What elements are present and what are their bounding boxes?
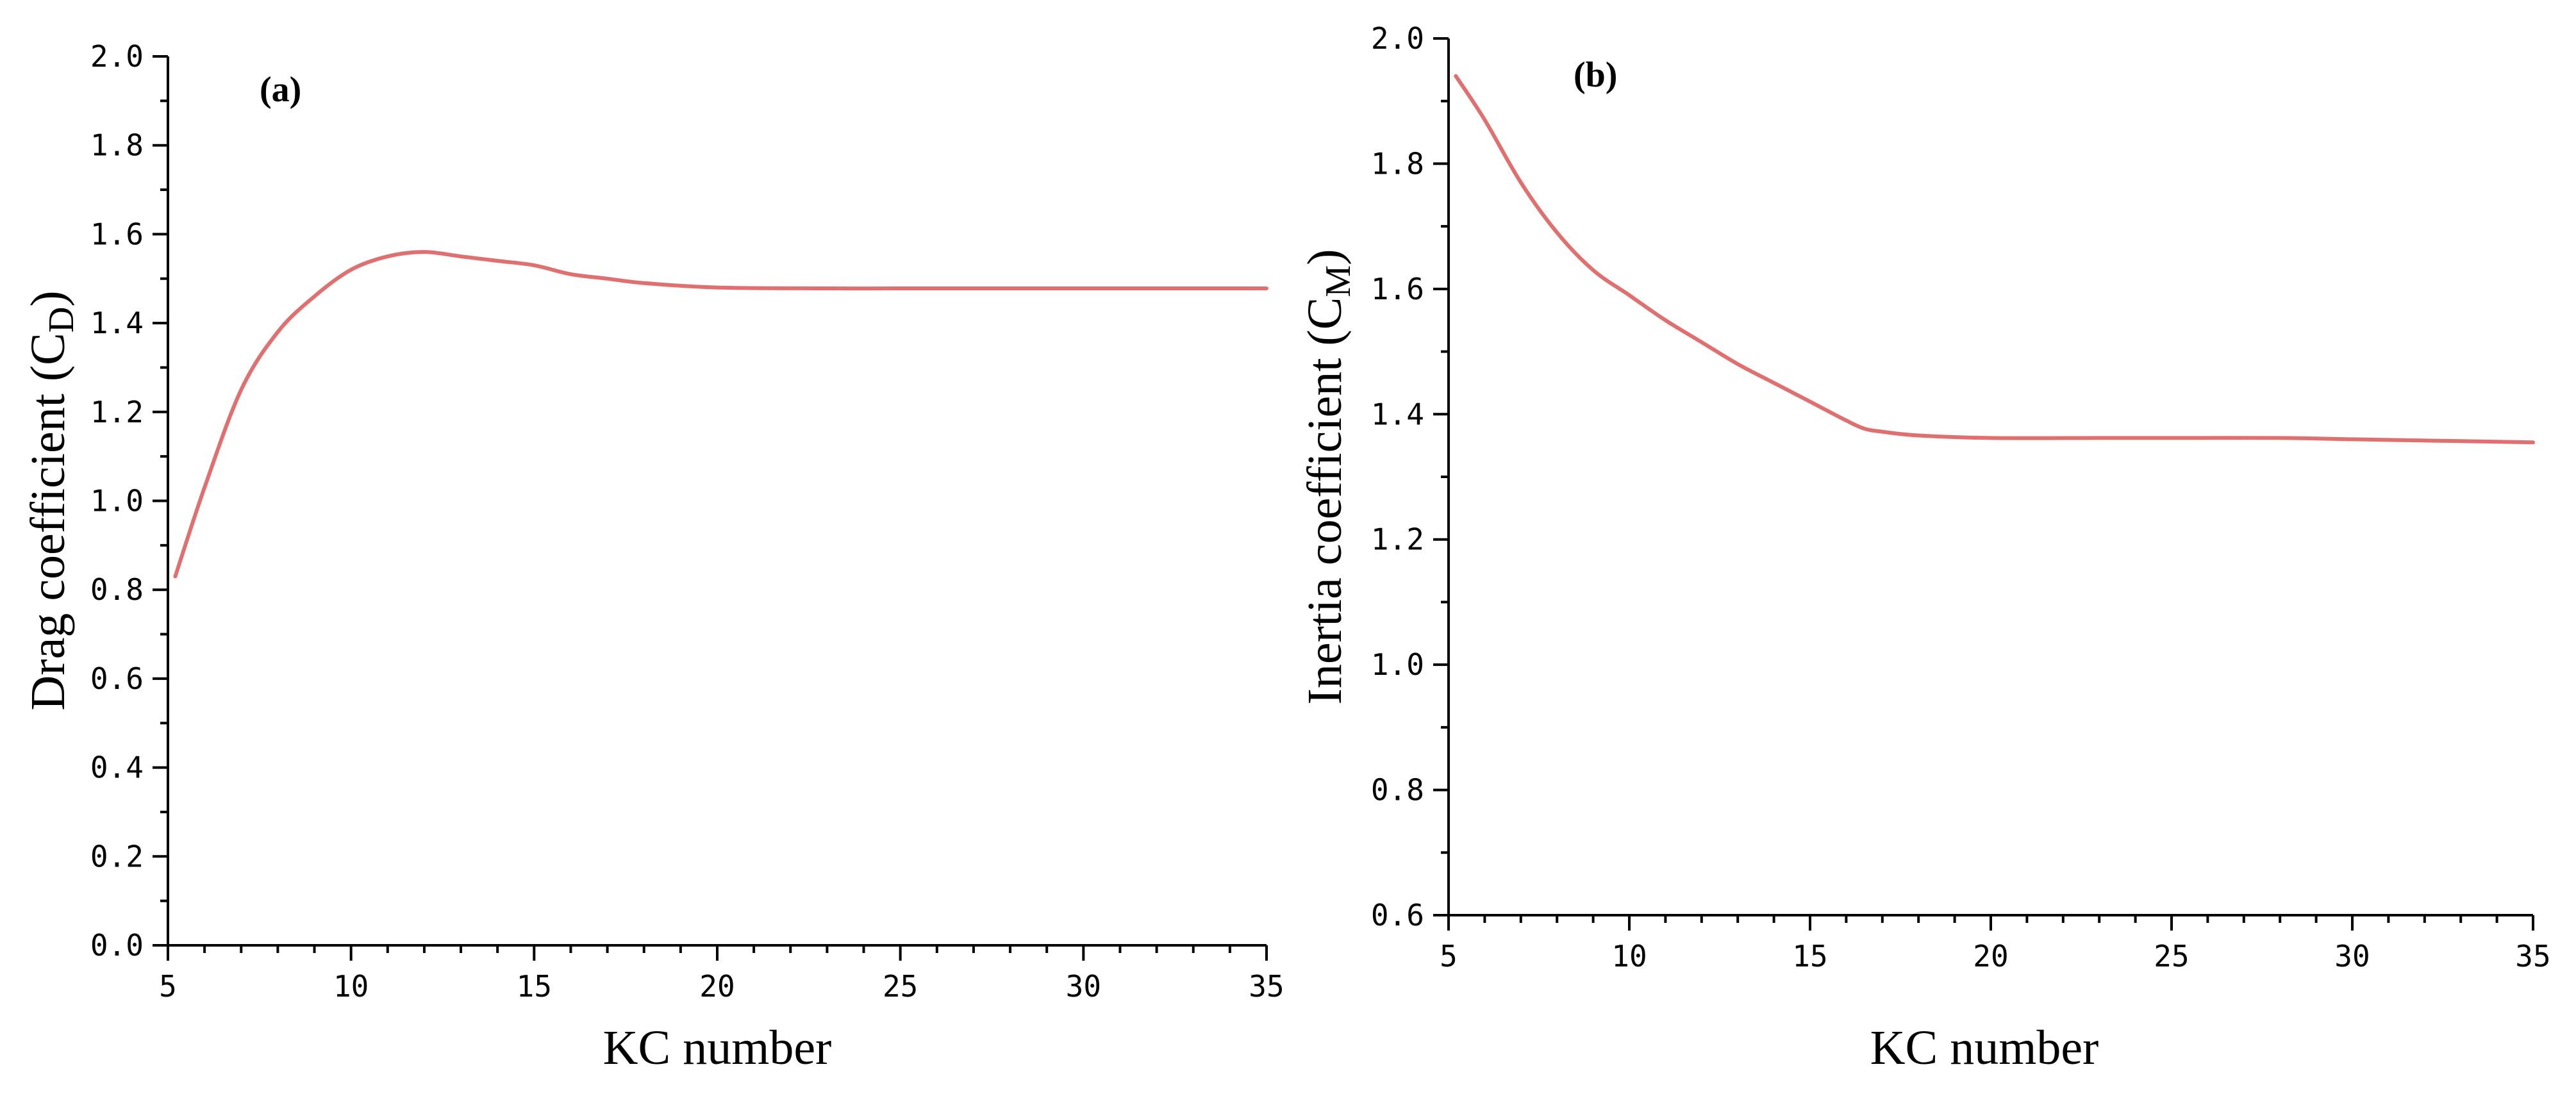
panel-a-drag-curve — [173, 250, 1268, 579]
panel-b-xtick-label: 25 — [2154, 939, 2189, 974]
panel-a-label: (a) — [260, 70, 301, 110]
panel-b-ytick-label: 0.6 — [1371, 898, 1424, 932]
panel-b-label: (b) — [1574, 55, 1617, 95]
panel-a-ytick-label: 0.6 — [90, 661, 144, 696]
panel-b-ylabel-close: ) — [1298, 249, 1352, 265]
panel-a: (a) 5 10 15 20 25 30 35 0.0 0.2 0.4 0.6 0.8 1.0 1.2 1.… — [21, 39, 1284, 1075]
panel-a-ytick-label: 0.0 — [90, 928, 144, 963]
panel-b-ytick-label: 1.0 — [1371, 647, 1424, 682]
panel-b-ytick-label: 1.2 — [1371, 522, 1424, 557]
panel-a-ylabel-sub: D — [42, 307, 81, 333]
panel-a-ytick-label: 0.4 — [90, 750, 144, 785]
panel-b-inertia-curve — [1454, 74, 2535, 445]
panel-b-xtick-label: 35 — [2515, 939, 2550, 974]
panel-a-axes — [167, 56, 1267, 947]
panel-b-ytick-label: 1.4 — [1371, 397, 1424, 431]
panel-a-xtick-label: 15 — [517, 969, 552, 1004]
panel-a-ytick-label: 1.4 — [90, 306, 144, 340]
panel-b-xtick-label: 30 — [2334, 939, 2370, 974]
panel-a-ytick-label: 1.0 — [90, 484, 144, 518]
panel-b: (b) 5 10 15 20 25 30 35 0.6 0.8 1.0 1.2 1.4 1.6 1.8 2.… — [1298, 21, 2551, 1075]
panel-b-ytick-label: 1.6 — [1371, 272, 1424, 306]
panel-b-xtick-label: 15 — [1792, 939, 1827, 974]
panel-a-ytick-label: 0.8 — [90, 572, 144, 607]
panel-b-ticks: 5 10 15 20 25 30 35 0.6 0.8 1.0 1.2 1.4 1.6 1.8 2.0 — [1371, 21, 2551, 974]
panel-b-ylabel-sub: M — [1318, 265, 1358, 297]
panel-a-xtick-label: 30 — [1066, 969, 1101, 1004]
panel-b-axes — [1447, 38, 2533, 916]
panel-a-xtick-label: 5 — [159, 969, 177, 1004]
panel-a-xtick-label: 35 — [1249, 969, 1284, 1004]
panel-a-ticks: 5 10 15 20 25 30 35 0.0 0.2 0.4 0.6 0.8 1.0 1.2 1.4 1.6… — [90, 39, 1284, 1004]
panel-a-ytick-label: 1.8 — [90, 128, 144, 163]
panel-b-xtick-label: 5 — [1440, 939, 1458, 974]
panel-b-ylabel: Inertia coefficient (CM) — [1298, 249, 1358, 705]
panel-b-xtick-label: 20 — [1973, 939, 2008, 974]
panel-a-ylabel-main: Drag coefficient (C — [21, 333, 75, 710]
panel-a-ytick-label: 2.0 — [90, 39, 144, 74]
panel-a-ytick-label: 0.2 — [90, 839, 144, 874]
panel-a-ylabel: Drag coefficient (CD) — [21, 290, 81, 710]
panel-a-ylabel-close: ) — [21, 290, 75, 306]
panel-b-ylabel-main: Inertia coefficient (C — [1298, 297, 1352, 705]
panel-a-xlabel: KC number — [603, 1021, 832, 1075]
panel-b-ytick-label: 1.8 — [1371, 146, 1424, 181]
panel-a-xtick-label: 25 — [883, 969, 918, 1004]
panel-a-ytick-label: 1.2 — [90, 395, 144, 429]
panel-b-xlabel: KC number — [1870, 1021, 2099, 1075]
panel-a-xtick-label: 20 — [699, 969, 735, 1004]
panel-a-xtick-label: 10 — [333, 969, 369, 1004]
panel-b-ytick-label: 0.8 — [1371, 773, 1424, 808]
panel-a-ytick-label: 1.6 — [90, 217, 144, 251]
panel-b-xtick-label: 10 — [1611, 939, 1647, 974]
panel-b-ytick-label: 2.0 — [1371, 21, 1424, 56]
